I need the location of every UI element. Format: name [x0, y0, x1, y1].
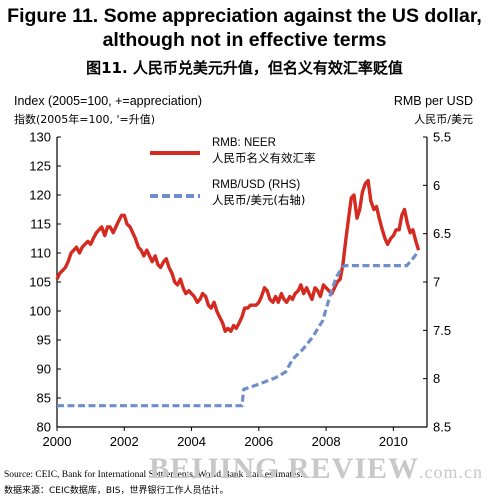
- left-tick-label: 110: [30, 246, 51, 261]
- legend-label-usd: RMB/USD (RHS): [212, 179, 300, 191]
- left-tick-label: 105: [29, 275, 51, 290]
- right-tick-label: 7.5: [433, 323, 451, 338]
- figure-title-chinese: 图11. 人民币兑美元升值，但名义有效汇率贬值: [86, 59, 403, 77]
- right-tick-label: 6: [433, 178, 440, 193]
- x-tick-label: 2000: [43, 434, 72, 449]
- source-note-chinese: 数据来源：CEIC数据库，BIS，世界银行工作人员估计。: [4, 486, 229, 496]
- right-tick-label: 5.5: [433, 130, 451, 145]
- legend-label-neer-chinese: 人民币名义有效汇率: [212, 151, 316, 165]
- x-tick-label: 2010: [379, 434, 408, 449]
- left-axis-caption-chinese: 指数(2005年=100, '=升值): [14, 113, 156, 126]
- left-tick-label: 100: [29, 304, 51, 319]
- x-tick-label: 2002: [110, 434, 139, 449]
- legend-label-usd-chinese: 人民币/美元(右轴): [212, 193, 305, 207]
- left-tick-label: 90: [37, 362, 51, 377]
- x-tick-label: 2008: [312, 434, 341, 449]
- watermark-logo: BEIJING REVIEW.com.cn: [149, 452, 483, 486]
- source-note: Source: CEIC, Bank for International Set…: [4, 470, 303, 480]
- left-axis-caption: Index (2005=100, +=appreciation): [14, 94, 202, 108]
- watermark-suffix: .com.cn: [419, 462, 483, 482]
- left-tick-label: 130: [29, 130, 51, 145]
- right-axis-caption: RMB per USD: [393, 94, 473, 108]
- legend-label-neer: RMB: NEER: [212, 137, 276, 149]
- right-tick-label: 6.5: [433, 226, 451, 241]
- left-tick-label: 80: [37, 420, 51, 435]
- left-tick-label: 120: [29, 188, 51, 203]
- series-line-neer: [55, 178, 421, 333]
- right-tick-label: 7: [433, 275, 440, 290]
- x-tick-label: 2006: [244, 434, 273, 449]
- left-tick-label: 95: [37, 333, 51, 348]
- right-tick-label: 8.5: [433, 420, 451, 435]
- right-axis-caption-chinese: 人民币/美元: [414, 113, 473, 126]
- x-tick-label: 2004: [177, 434, 206, 449]
- watermark-text: BEIJING REVIEW: [149, 452, 420, 485]
- left-tick-label: 85: [37, 391, 51, 406]
- figure-title-english: Figure 11. Some appreciation against the…: [7, 5, 482, 51]
- right-tick-label: 8: [433, 371, 440, 386]
- left-tick-label: 115: [30, 217, 51, 232]
- series-line-rmb-usd: [57, 250, 420, 408]
- left-tick-label: 125: [29, 159, 51, 174]
